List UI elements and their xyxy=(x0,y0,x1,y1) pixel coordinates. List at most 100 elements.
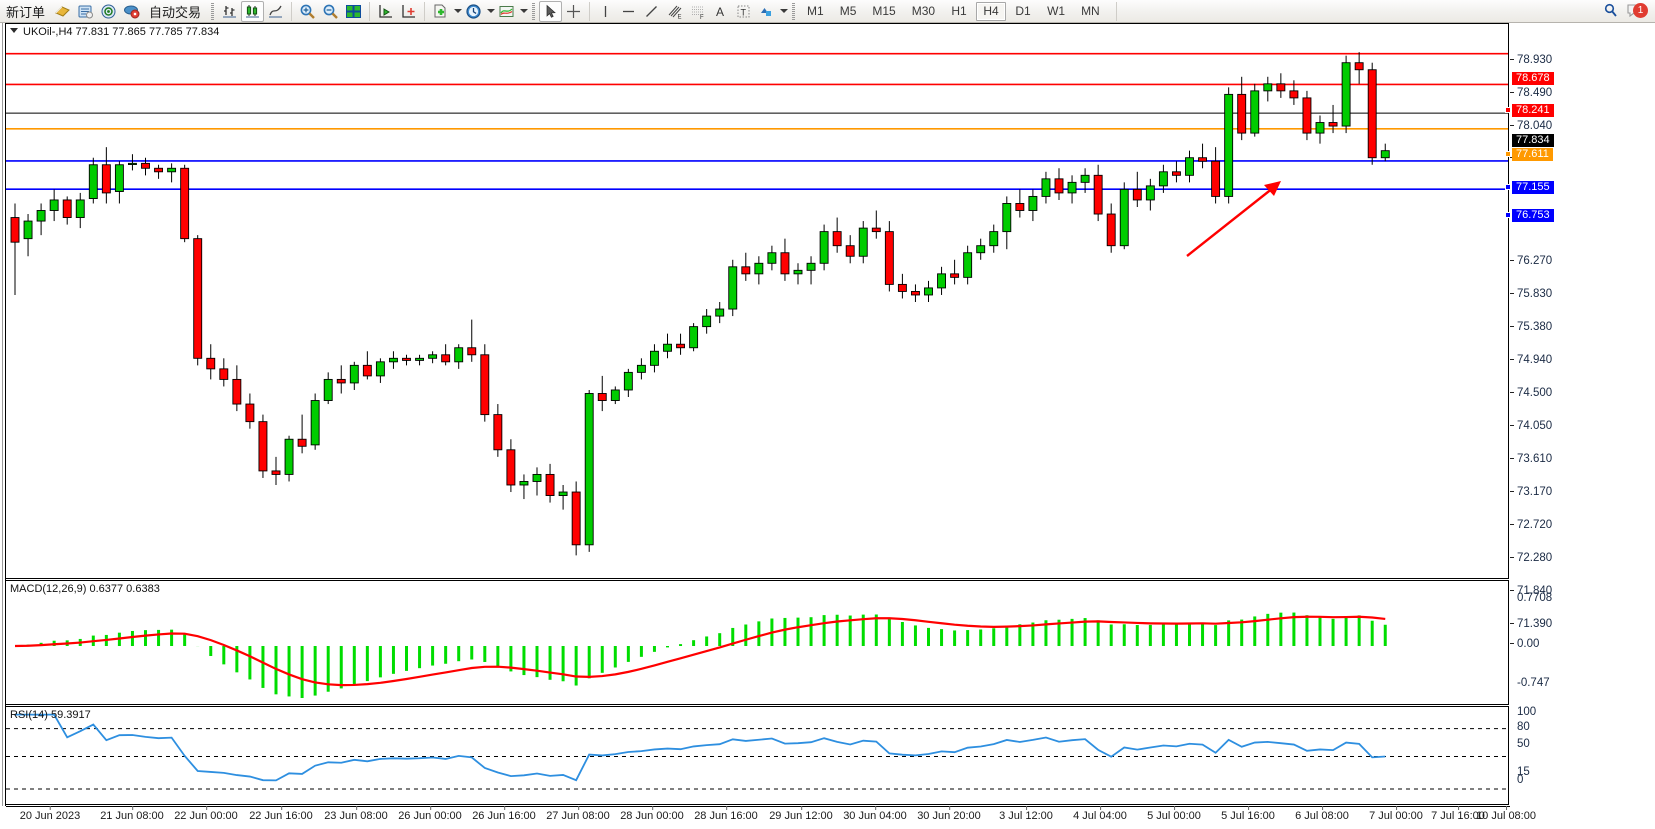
candle xyxy=(689,323,699,352)
data-window-icon[interactable] xyxy=(74,1,97,22)
time-axis-tick: 7 Jul 00:00 xyxy=(1369,806,1423,822)
rsi-axis-tick-label: 50 xyxy=(1517,738,1530,750)
candlestick-chart-icon[interactable] xyxy=(241,0,265,22)
bar-chart-icon[interactable] xyxy=(218,1,241,22)
price-level-badge[interactable]: 77.155 xyxy=(1512,181,1554,194)
timeframe-h4[interactable]: H4 xyxy=(976,1,1007,21)
candle xyxy=(1380,143,1390,162)
symbol-header: UKOil-,H4 77.831 77.865 77.785 77.834 xyxy=(10,26,219,38)
bullish-arrow-annotation[interactable] xyxy=(1186,181,1281,257)
new-order-button[interactable]: 新订单 xyxy=(0,1,51,22)
candle xyxy=(1315,115,1325,144)
text-box-icon[interactable]: T xyxy=(732,1,755,22)
zoom-out-icon[interactable] xyxy=(319,1,342,22)
chart-area[interactable]: UKOil-,H4 77.831 77.865 77.785 77.834 MA… xyxy=(0,23,1655,829)
candle xyxy=(441,344,451,366)
price-level-handle[interactable] xyxy=(1505,151,1511,157)
candle xyxy=(1093,164,1103,222)
chevron-down-icon-2[interactable] xyxy=(487,9,496,13)
toolbar-divider-5 xyxy=(1115,1,1117,21)
price-axis-tick-label: 71.390 xyxy=(1517,618,1553,630)
price-level-handle[interactable] xyxy=(1505,212,1511,218)
trendline-icon[interactable] xyxy=(640,1,663,22)
timeframe-w1[interactable]: W1 xyxy=(1047,4,1066,18)
alert-badge-icon[interactable]: 1 xyxy=(1623,1,1649,22)
candle xyxy=(884,221,894,292)
navigator-icon[interactable] xyxy=(97,1,120,22)
zoom-in-icon[interactable] xyxy=(296,1,319,22)
candle xyxy=(1289,80,1299,105)
candle xyxy=(1263,76,1273,102)
candle xyxy=(167,163,177,183)
price-axis-tick: 75.380 xyxy=(1510,321,1552,333)
candle xyxy=(49,189,59,222)
price-level-badge[interactable]: 77.834 xyxy=(1512,134,1554,147)
text-label-icon[interactable]: A xyxy=(709,1,732,22)
candle xyxy=(310,393,320,450)
candle xyxy=(610,386,620,405)
timeframe-m1[interactable]: M1 xyxy=(807,4,824,18)
price-axis-tick: 74.050 xyxy=(1510,420,1552,432)
time-axis[interactable]: 20 Jun 2023 21 Jun 08:00 22 Jun 00:00 22 Ju… xyxy=(6,806,1536,829)
period-icon[interactable] xyxy=(462,1,485,22)
collapse-triangle-icon[interactable] xyxy=(10,28,18,33)
autotrade-icon[interactable] xyxy=(120,1,143,22)
cursor-icon[interactable] xyxy=(539,0,563,22)
line-chart-icon[interactable] xyxy=(264,1,287,22)
candle xyxy=(402,354,411,366)
time-axis-tick: 5 Jul 16:00 xyxy=(1221,806,1275,822)
candle xyxy=(1211,147,1221,204)
price-axis-tick-label: 78.930 xyxy=(1517,54,1553,66)
price-axis-tick: 71.390 xyxy=(1510,618,1552,630)
rsi-pane[interactable]: RSI(14) 59.3917 xyxy=(6,706,1509,805)
crosshair-icon[interactable] xyxy=(562,1,585,22)
chevron-down-icon-3[interactable] xyxy=(520,9,529,13)
chevron-down-icon[interactable] xyxy=(454,9,463,13)
timeframe-mn[interactable]: MN xyxy=(1081,4,1100,18)
shift-end-icon[interactable] xyxy=(374,1,397,22)
candle xyxy=(806,256,816,285)
search-icon[interactable] xyxy=(1599,1,1623,22)
price-axis-tick-label: 76.270 xyxy=(1517,255,1553,267)
shapes-icon[interactable] xyxy=(755,1,778,22)
auto-scroll-icon[interactable] xyxy=(397,1,420,22)
indicator-list-icon[interactable] xyxy=(51,1,74,22)
time-axis-tick: 30 Jun 20:00 xyxy=(917,806,981,822)
price-level-handle[interactable] xyxy=(1505,184,1511,190)
price-level-badge[interactable]: 77.611 xyxy=(1512,148,1553,161)
candle xyxy=(75,192,85,229)
price-axis-tick: 73.170 xyxy=(1510,486,1552,498)
candle xyxy=(88,157,98,204)
macd-pane[interactable]: MACD(12,26,9) 0.6377 0.6383 xyxy=(6,580,1509,705)
price-axis-tick: 76.270 xyxy=(1510,255,1552,267)
timeframe-m30[interactable]: M30 xyxy=(911,4,936,18)
templates-icon[interactable] xyxy=(495,1,518,22)
price-level-handle[interactable] xyxy=(1505,107,1511,113)
new-chart-icon[interactable] xyxy=(429,1,452,22)
fibonacci-icon[interactable]: F xyxy=(686,1,709,22)
timeframe-m5[interactable]: M5 xyxy=(839,4,857,18)
price-level-badge[interactable]: 76.753 xyxy=(1512,209,1554,222)
toolbar-separator xyxy=(211,2,215,20)
tile-windows-icon[interactable] xyxy=(342,1,365,22)
rsi-axis-tick: 50 xyxy=(1510,738,1530,750)
candle xyxy=(1367,62,1377,165)
candle xyxy=(1198,143,1208,169)
timeframe-d1[interactable]: D1 xyxy=(1015,4,1031,18)
price-axis[interactable]: 78.930 78.490 78.040 77.611 76.270 75.830 75.3… xyxy=(1505,23,1655,829)
candle xyxy=(989,224,999,253)
timeframe-h1[interactable]: H1 xyxy=(951,4,967,18)
horizontal-line-icon[interactable] xyxy=(617,1,640,22)
price-pane[interactable]: UKOil-,H4 77.831 77.865 77.785 77.834 xyxy=(6,23,1509,579)
candle xyxy=(1080,168,1090,193)
candle xyxy=(1171,161,1181,183)
equidistant-channel-icon[interactable]: E xyxy=(663,1,686,22)
autotrade-button[interactable]: 自动交易 xyxy=(143,1,207,22)
candle xyxy=(976,238,986,260)
timeframe-m15[interactable]: M15 xyxy=(872,4,896,18)
chevron-down-icon-4[interactable] xyxy=(780,9,789,13)
price-level-badge[interactable]: 78.241 xyxy=(1512,104,1554,117)
vertical-line-icon[interactable] xyxy=(594,1,617,22)
time-axis-tick: 6 Jul 08:00 xyxy=(1295,806,1349,822)
price-level-badge[interactable]: 78.678 xyxy=(1512,72,1554,85)
